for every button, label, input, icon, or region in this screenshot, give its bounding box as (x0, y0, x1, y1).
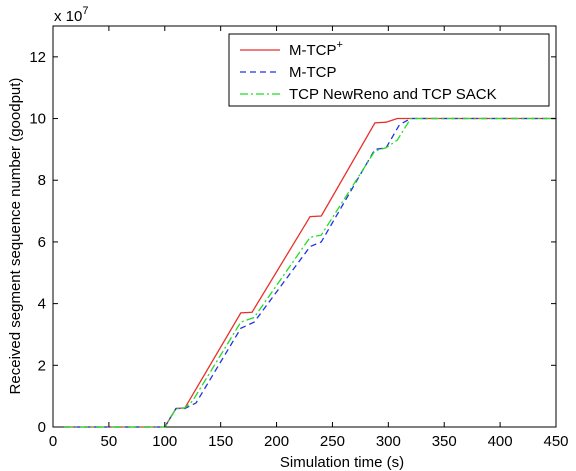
x-tick-label: 150 (208, 433, 233, 450)
x-tick-label: 300 (376, 433, 401, 450)
y-tick-label: 8 (38, 172, 46, 189)
y-axis-title: Received segment sequence number (goodpu… (7, 78, 24, 395)
x-tick-label: 450 (543, 433, 568, 450)
legend-label-3: TCP NewReno and TCP SACK (289, 86, 497, 103)
x-tick-label: 350 (432, 433, 457, 450)
x-tick-label: 50 (101, 433, 118, 450)
y-tick-label: 12 (29, 49, 46, 66)
y-tick-label: 0 (38, 419, 46, 436)
legend-label-2: M-TCP (289, 64, 337, 81)
ticks-layer: 0 50 100 150 200 250 300 350 400 450 0 2 4 6 8 10 12 (29, 26, 569, 450)
y-tick-label: 4 (38, 296, 46, 313)
legend: M-TCP+ M-TCP TCP NewReno and TCP SACK (228, 33, 550, 107)
y-multiplier-label: x 107 (54, 5, 88, 25)
y-tick-label: 10 (29, 111, 46, 128)
x-tick-label: 0 (49, 433, 57, 450)
y-tick-label: 6 (38, 234, 46, 251)
legend-box (228, 33, 550, 107)
y-tick-label: 2 (38, 357, 46, 374)
x-tick-label: 200 (264, 433, 289, 450)
legend-label-1: M-TCP+ (289, 39, 343, 59)
series-line-3 (64, 117, 556, 428)
x-tick-label: 250 (320, 433, 345, 450)
x-tick-label: 400 (488, 433, 513, 450)
x-axis-title: Simulation time (s) (280, 454, 404, 471)
x-tick-label: 100 (152, 433, 177, 450)
series-layer (64, 117, 556, 428)
